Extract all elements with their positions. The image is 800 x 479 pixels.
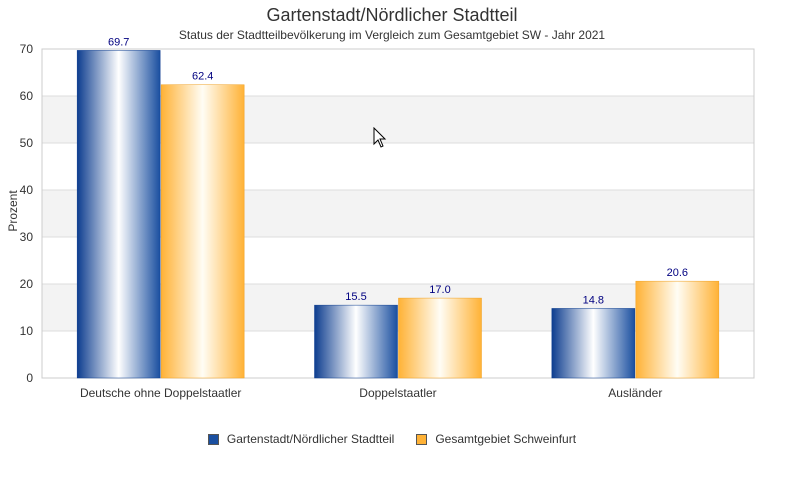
legend-item-gartenstadt[interactable]: Gartenstadt/Nördlicher Stadtteil [207,432,395,446]
plot-border [41,48,755,379]
legend-swatch-blue [207,433,219,445]
y-tick-label: 30 [20,230,34,244]
data-label: 17.0 [429,284,450,296]
bars [76,50,720,379]
y-tick-label: 50 [20,136,34,150]
bar-gartenstadt[interactable] [76,50,161,379]
x-category-label: Deutsche ohne Doppelstaatler [80,386,241,400]
y-axis-label: Prozent [6,190,20,232]
mouse-pointer-icon [373,127,387,148]
grid-band [42,143,754,190]
bar-gartenstadt[interactable] [314,304,398,379]
grid-bands [42,49,754,378]
bar-schweinfurt[interactable] [398,297,482,379]
x-category-label: Ausländer [608,386,662,400]
chart-subtitle: Status der Stadtteilbevölkerung im Vergl… [178,28,606,42]
legend-label: Gesamtgebiet Schweinfurt [435,432,577,446]
grid-band [42,331,754,378]
data-label: 69.7 [108,36,129,48]
legend: Gartenstadt/Nördlicher Stadtteil Gesamtg… [0,432,784,446]
data-label: 62.4 [192,71,213,83]
x-axis: Deutsche ohne Doppelstaatler Doppelstaatl… [80,386,662,400]
y-tick-label: 40 [20,183,34,197]
y-tick-label: 0 [26,371,33,385]
grid-band [42,190,754,237]
data-label: 15.5 [345,291,366,303]
data-label: 14.8 [583,294,604,306]
grid-band [42,284,754,331]
grid-band [42,49,754,96]
y-tick-label: 20 [20,277,34,291]
bar-schweinfurt[interactable] [635,280,720,379]
y-tick-label: 60 [20,89,34,103]
data-label: 20.6 [667,267,688,279]
chart-title: Gartenstadt/Nördlicher Stadtteil [266,5,518,25]
legend-label: Gartenstadt/Nördlicher Stadtteil [226,432,395,446]
y-tick-label: 70 [20,42,34,56]
bar-gartenstadt[interactable] [551,308,636,379]
x-category-label: Doppelstaatler [359,386,436,400]
legend-item-schweinfurt[interactable]: Gesamtgebiet Schweinfurt [416,432,576,446]
y-axis: 0 10 20 30 40 50 60 70 [20,42,34,385]
grid-band [42,96,754,143]
grid-band [42,237,754,284]
y-tick-label: 10 [20,324,34,338]
legend-swatch-orange [416,433,428,445]
bar-schweinfurt[interactable] [160,84,245,379]
data-labels: 69.7 62.4 15.5 17.0 14.8 20.6 [108,36,688,306]
